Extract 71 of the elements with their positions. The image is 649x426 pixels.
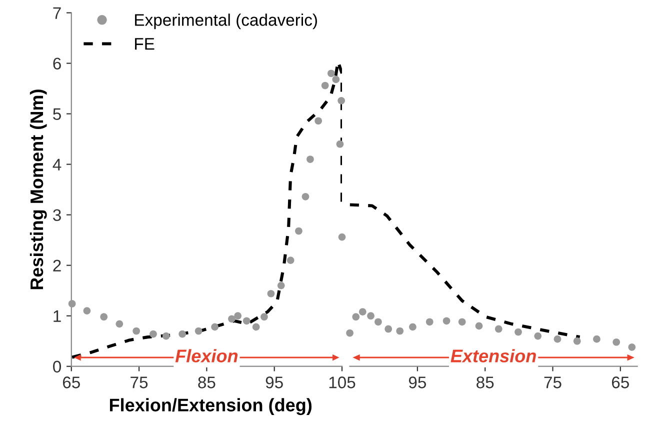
x-tick-label: 85 xyxy=(476,376,494,388)
point xyxy=(277,282,285,290)
point xyxy=(352,313,360,321)
point xyxy=(286,256,294,264)
x-tick-label: 65 xyxy=(62,376,80,388)
point xyxy=(593,335,600,343)
point xyxy=(321,82,329,90)
point xyxy=(83,307,91,314)
point xyxy=(252,323,260,331)
point xyxy=(442,317,450,325)
point xyxy=(328,70,335,78)
x-axis-title: Flexion/Extension (deg) xyxy=(110,398,312,416)
point xyxy=(475,322,483,330)
x-tick-label: 105 xyxy=(329,376,356,388)
y-axis-title: Resisting Moment (Nm) xyxy=(30,90,47,290)
x-tick-label: 95 xyxy=(408,376,426,388)
point xyxy=(68,300,76,308)
x-tick-label: 85 xyxy=(198,376,216,388)
point xyxy=(612,338,620,346)
y-tick-label: 6 xyxy=(53,58,61,70)
point xyxy=(295,227,302,235)
point xyxy=(302,192,310,200)
point xyxy=(314,117,322,125)
point xyxy=(367,312,374,320)
point xyxy=(116,320,124,328)
point xyxy=(514,328,522,336)
point xyxy=(132,327,140,335)
y-tick-label: 7 xyxy=(53,7,61,19)
point xyxy=(338,96,345,104)
point xyxy=(260,313,268,321)
point xyxy=(228,315,236,323)
point xyxy=(234,312,242,320)
point xyxy=(358,308,366,316)
point xyxy=(374,318,382,326)
y-tick-label: 2 xyxy=(53,260,61,272)
y-tick-label: 3 xyxy=(53,209,61,222)
y-tick-label: 0 xyxy=(53,360,62,373)
x-tick-label: 95 xyxy=(266,376,283,388)
point xyxy=(338,233,346,241)
point xyxy=(494,325,502,333)
annotation: Flexion xyxy=(175,349,238,362)
y-tick-label: 1 xyxy=(54,310,61,322)
x-tick-label: 75 xyxy=(544,376,562,388)
point xyxy=(346,329,354,337)
point xyxy=(178,330,186,338)
point xyxy=(534,332,542,340)
point xyxy=(162,332,170,340)
point xyxy=(194,327,202,335)
annotation: Extension xyxy=(450,349,536,362)
point xyxy=(396,327,404,335)
point xyxy=(306,156,314,163)
point xyxy=(409,323,416,331)
legend-label: Experimental (cadaveric) xyxy=(135,14,317,30)
point xyxy=(384,325,392,333)
point xyxy=(242,317,250,325)
point xyxy=(336,140,344,148)
point xyxy=(100,313,108,321)
legend-label: FE xyxy=(135,38,154,50)
point xyxy=(267,290,275,298)
y-tick-label: 4 xyxy=(52,158,62,170)
point xyxy=(332,76,340,84)
point xyxy=(573,337,581,345)
point xyxy=(150,330,157,338)
y-tick-label: 5 xyxy=(53,108,61,120)
point xyxy=(554,335,562,343)
point xyxy=(458,318,466,326)
point xyxy=(628,343,636,351)
point xyxy=(211,323,218,331)
point xyxy=(426,318,434,326)
x-tick-label: 75 xyxy=(130,376,148,388)
x-tick-label: 65 xyxy=(612,376,629,388)
